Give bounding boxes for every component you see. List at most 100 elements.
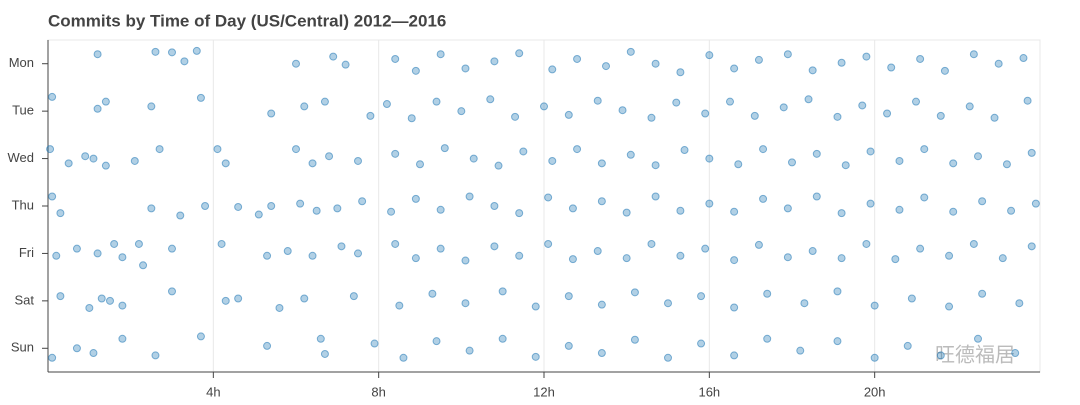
point bbox=[1031, 199, 1040, 208]
point bbox=[783, 50, 792, 59]
point bbox=[837, 209, 846, 218]
point bbox=[267, 202, 276, 210]
point bbox=[895, 205, 904, 214]
point bbox=[936, 351, 945, 360]
point bbox=[974, 152, 982, 161]
point bbox=[217, 239, 226, 248]
point bbox=[263, 251, 272, 260]
point bbox=[597, 197, 606, 206]
point bbox=[180, 57, 189, 66]
point bbox=[72, 344, 81, 353]
point bbox=[93, 50, 102, 59]
point bbox=[573, 54, 582, 63]
point bbox=[275, 303, 284, 312]
point bbox=[833, 112, 842, 121]
point bbox=[432, 337, 441, 346]
point bbox=[221, 296, 230, 305]
point bbox=[81, 152, 90, 161]
point bbox=[664, 299, 672, 308]
y-tick-label: Fri bbox=[19, 245, 34, 260]
point bbox=[498, 287, 507, 296]
point bbox=[469, 154, 478, 163]
point bbox=[461, 256, 470, 265]
point bbox=[72, 244, 81, 253]
point bbox=[168, 287, 176, 296]
point bbox=[833, 337, 842, 346]
point bbox=[730, 351, 739, 360]
point bbox=[56, 292, 65, 301]
point bbox=[759, 145, 768, 154]
point bbox=[544, 239, 553, 248]
point bbox=[85, 303, 94, 312]
point bbox=[457, 107, 466, 116]
point bbox=[1015, 299, 1024, 308]
point bbox=[573, 145, 582, 154]
point bbox=[515, 49, 524, 58]
point bbox=[93, 104, 102, 113]
point bbox=[647, 113, 656, 122]
point bbox=[48, 353, 57, 362]
point bbox=[168, 244, 176, 253]
point bbox=[118, 253, 127, 262]
point bbox=[494, 161, 503, 170]
point bbox=[998, 254, 1007, 263]
point bbox=[101, 161, 110, 170]
point bbox=[974, 334, 982, 343]
point bbox=[1027, 148, 1036, 157]
point bbox=[490, 57, 499, 66]
point bbox=[891, 255, 900, 264]
point bbox=[862, 239, 871, 248]
point bbox=[726, 97, 734, 106]
point bbox=[800, 299, 809, 308]
point bbox=[548, 65, 557, 74]
point bbox=[490, 242, 499, 251]
point bbox=[515, 209, 524, 218]
point bbox=[234, 202, 243, 211]
point bbox=[320, 349, 329, 358]
point bbox=[1007, 206, 1016, 215]
point bbox=[151, 47, 160, 56]
point bbox=[316, 334, 325, 343]
point bbox=[196, 332, 205, 341]
point bbox=[110, 239, 119, 248]
point bbox=[630, 335, 639, 344]
point bbox=[858, 101, 867, 110]
x-tick-label: 16h bbox=[698, 384, 720, 399]
y-tick-label: Mon bbox=[9, 55, 34, 70]
point bbox=[267, 109, 276, 118]
point bbox=[763, 289, 772, 298]
point bbox=[46, 145, 55, 154]
point bbox=[395, 301, 404, 310]
point bbox=[544, 193, 553, 202]
point bbox=[52, 251, 61, 260]
point bbox=[333, 204, 342, 213]
point bbox=[511, 112, 520, 121]
point bbox=[370, 339, 379, 348]
point bbox=[147, 204, 156, 213]
point bbox=[676, 206, 685, 215]
point bbox=[308, 251, 317, 260]
point bbox=[804, 95, 813, 104]
point bbox=[411, 254, 420, 263]
point bbox=[978, 197, 987, 206]
point bbox=[949, 207, 958, 216]
point bbox=[651, 59, 660, 68]
point bbox=[358, 197, 367, 206]
point bbox=[213, 145, 222, 154]
point bbox=[730, 64, 739, 73]
point bbox=[337, 242, 346, 251]
point bbox=[949, 159, 958, 168]
point bbox=[465, 346, 474, 355]
point bbox=[750, 111, 759, 120]
point bbox=[812, 192, 821, 201]
point bbox=[788, 158, 796, 167]
point bbox=[391, 54, 400, 63]
point bbox=[151, 351, 160, 360]
point bbox=[196, 93, 205, 102]
point bbox=[887, 63, 896, 72]
point bbox=[651, 192, 660, 201]
point bbox=[626, 150, 635, 159]
point bbox=[325, 152, 334, 161]
point bbox=[531, 302, 540, 311]
point bbox=[940, 66, 949, 75]
